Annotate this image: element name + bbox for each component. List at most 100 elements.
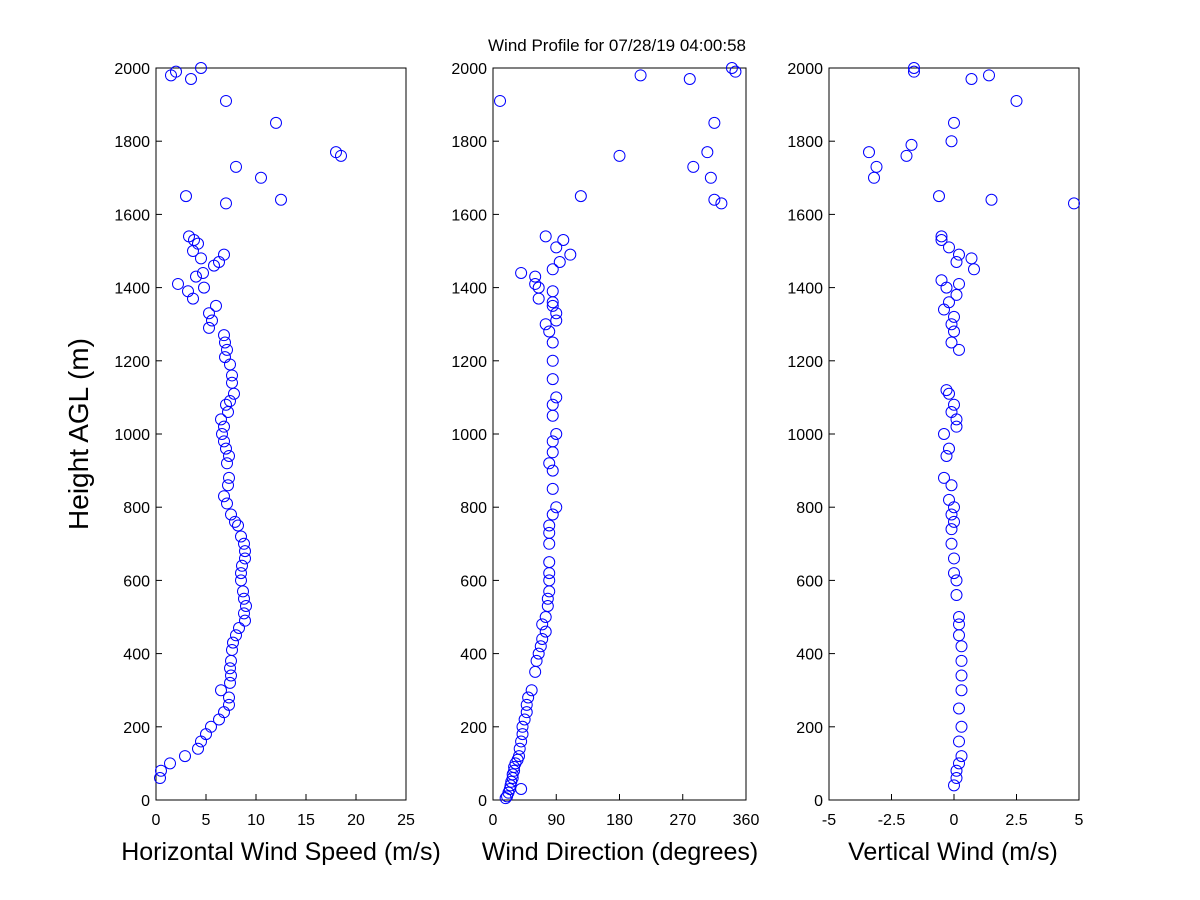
data-point xyxy=(546,464,559,477)
data-point xyxy=(218,420,230,433)
data-point xyxy=(224,662,236,675)
figure-title: Wind Profile for 07/28/19 04:00:58 xyxy=(488,36,746,55)
data-point xyxy=(505,775,518,788)
data-point xyxy=(520,698,533,711)
data-point xyxy=(938,428,950,440)
data-point xyxy=(220,197,232,210)
data-point xyxy=(968,263,980,276)
data-point xyxy=(155,764,167,777)
data-point xyxy=(532,292,545,305)
data-point xyxy=(182,285,194,298)
data-point xyxy=(546,296,559,309)
data-point xyxy=(530,654,543,667)
data-point xyxy=(948,398,960,411)
data-point xyxy=(550,241,563,254)
y-tick-label: 200 xyxy=(796,720,823,737)
data-point xyxy=(240,600,252,613)
data-point xyxy=(224,358,236,371)
data-point xyxy=(953,248,965,261)
x-tick-label: 180 xyxy=(606,812,633,829)
data-point xyxy=(935,274,948,287)
data-point xyxy=(953,702,965,715)
data-point xyxy=(701,146,714,159)
data-point xyxy=(687,160,700,173)
x-axis-label: Horizontal Wind Speed (m/s) xyxy=(121,838,441,866)
data-point xyxy=(943,296,955,309)
y-tick-label: 0 xyxy=(478,793,487,810)
data-point xyxy=(948,325,960,338)
y-tick-label: 1200 xyxy=(451,354,487,371)
data-point xyxy=(541,592,554,605)
data-point xyxy=(532,647,545,660)
data-point xyxy=(522,691,535,704)
y-tick-label: 1000 xyxy=(787,427,823,444)
data-point xyxy=(543,526,556,539)
data-point xyxy=(536,632,549,645)
y-tick-label: 1400 xyxy=(787,281,823,298)
data-point xyxy=(534,640,547,653)
data-point xyxy=(546,285,559,298)
y-tick-label: 200 xyxy=(460,720,487,737)
y-tick-label: 600 xyxy=(796,573,823,590)
data-point xyxy=(239,614,251,627)
y-tick-label: 1000 xyxy=(114,427,150,444)
data-point xyxy=(219,351,231,364)
data-point xyxy=(539,318,552,331)
data-point xyxy=(950,574,963,587)
data-point xyxy=(223,698,235,711)
y-tick-label: 2000 xyxy=(114,61,150,78)
data-point xyxy=(226,376,238,389)
vertical-wind-panel: -5 -2.5 0 2.5 5 0 200 400 600 800 1000 1200 1400 160… xyxy=(787,61,1083,866)
data-points xyxy=(494,62,742,805)
y-tick-label: 1600 xyxy=(787,207,823,224)
data-point xyxy=(950,420,963,433)
data-point xyxy=(543,457,556,470)
x-tick-label: 360 xyxy=(733,812,760,829)
data-point xyxy=(870,160,883,173)
x-axis-label: Vertical Wind (m/s) xyxy=(848,838,1058,866)
data-point xyxy=(868,171,880,184)
y-tick-label: 1800 xyxy=(114,134,150,151)
data-point xyxy=(550,307,563,320)
data-point xyxy=(541,600,554,613)
data-point xyxy=(953,757,965,770)
x-tick-label: 270 xyxy=(669,812,696,829)
data-point xyxy=(539,611,552,623)
data-point xyxy=(219,336,231,349)
data-point xyxy=(223,449,235,462)
data-point xyxy=(953,343,965,356)
x-tick-label: 20 xyxy=(347,812,365,829)
data-point xyxy=(546,373,559,386)
data-point xyxy=(955,654,968,667)
data-point xyxy=(950,764,963,777)
data-point xyxy=(945,135,958,148)
data-point xyxy=(172,277,184,290)
data-point xyxy=(518,713,531,726)
data-point xyxy=(237,585,249,598)
data-point xyxy=(953,629,965,642)
data-point xyxy=(233,621,245,634)
data-point xyxy=(221,457,233,470)
data-point xyxy=(224,676,236,689)
data-point xyxy=(235,567,247,580)
data-point xyxy=(935,230,948,243)
data-point xyxy=(499,792,512,805)
data-point xyxy=(943,387,955,400)
data-point xyxy=(220,94,232,107)
y-tick-label: 0 xyxy=(141,793,150,810)
y-tick-label: 1400 xyxy=(451,281,487,298)
data-point xyxy=(945,336,958,349)
tick-marks xyxy=(828,67,1080,801)
data-point xyxy=(905,138,918,151)
wind-direction-panel: 0 90 180 270 360 0 200 400 600 800 1000 1200 1400 16… xyxy=(451,61,759,866)
data-point xyxy=(950,589,963,602)
data-point xyxy=(215,684,227,697)
data-point xyxy=(223,691,235,704)
data-point xyxy=(539,625,552,638)
data-point xyxy=(195,252,207,265)
y-tick-label: 1800 xyxy=(451,134,487,151)
data-point xyxy=(708,193,721,206)
data-point xyxy=(529,277,542,290)
data-point xyxy=(164,757,176,770)
